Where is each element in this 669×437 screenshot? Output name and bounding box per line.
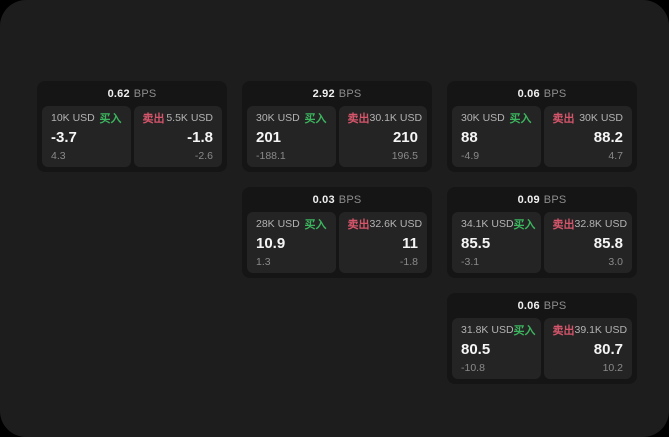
sell-price: 210 (392, 129, 418, 147)
buy-panel[interactable]: 10K USD 买入 -3.7 4.3 (42, 106, 131, 167)
bps-value: 0.06 (517, 87, 540, 100)
buy-panel[interactable]: 30K USD 买入 201 -188.1 (247, 106, 336, 167)
sell-change: 10.2 (602, 361, 623, 374)
bps-unit: BPS (338, 87, 362, 100)
buy-amount: 30K USD (461, 112, 505, 125)
sell-panel[interactable]: 卖出 39.1K USD 80.7 10.2 (543, 318, 632, 379)
sell-price: 85.8 (593, 235, 623, 253)
buy-amount: 31.8K USD (461, 324, 514, 337)
sell-amount: 39.1K USD (574, 324, 628, 337)
sell-side-label: 卖出 (347, 219, 370, 231)
sell-change: 3.0 (608, 255, 623, 268)
bps-unit: BPS (543, 87, 567, 100)
sell-side-label: 卖出 (552, 113, 575, 125)
sell-side-label: 卖出 (142, 113, 165, 125)
sell-side-label: 卖出 (552, 219, 575, 231)
sell-amount: 30K USD (579, 112, 623, 125)
buy-side-label: 买入 (513, 219, 536, 231)
buy-change: -3.1 (461, 255, 480, 268)
buy-panel[interactable]: 34.1K USD 买入 85.5 -3.1 (452, 212, 541, 273)
buy-side-label: 买入 (304, 219, 327, 231)
bps-value: 0.09 (517, 193, 540, 206)
sell-amount: 32.8K USD (574, 218, 628, 231)
buy-change: -10.8 (461, 361, 485, 374)
quote-card: 0.09 BPS 34.1K USD 买入 85.5 -3.1 卖出 32.8K… (447, 187, 637, 278)
sell-change: -1.8 (399, 255, 418, 268)
buy-price: 10.9 (256, 235, 286, 253)
buy-side-label: 买入 (99, 113, 122, 125)
bps-unit: BPS (543, 193, 567, 206)
buy-amount: 10K USD (51, 112, 95, 125)
sell-amount: 5.5K USD (166, 112, 213, 125)
quote-card: 0.06 BPS 30K USD 买入 88 -4.9 卖出 30K USD (447, 81, 637, 172)
bps-header: 0.62 BPS (37, 81, 227, 106)
quote-card-grid: 0.62 BPS 10K USD 买入 -3.7 4.3 卖出 5.5K USD (37, 81, 637, 384)
buy-change: -188.1 (256, 149, 286, 162)
bps-value: 0.62 (107, 87, 130, 100)
buy-price: 80.5 (461, 341, 491, 359)
bps-value: 0.03 (312, 193, 335, 206)
sell-panel[interactable]: 卖出 30K USD 88.2 4.7 (543, 106, 632, 167)
quote-card: 0.62 BPS 10K USD 买入 -3.7 4.3 卖出 5.5K USD (37, 81, 227, 172)
sell-price: 88.2 (593, 129, 623, 147)
sell-panel[interactable]: 卖出 32.8K USD 85.8 3.0 (543, 212, 632, 273)
bps-value: 2.92 (312, 87, 335, 100)
quote-card: 2.92 BPS 30K USD 买入 201 -188.1 卖出 30.1K … (242, 81, 432, 172)
sell-change: 196.5 (391, 149, 418, 162)
buy-panel[interactable]: 28K USD 买入 10.9 1.3 (247, 212, 336, 273)
buy-side-label: 买入 (304, 113, 327, 125)
buy-price: 85.5 (461, 235, 491, 253)
sell-price: 80.7 (593, 341, 623, 359)
sell-amount: 32.6K USD (369, 218, 423, 231)
sell-panel[interactable]: 卖出 5.5K USD -1.8 -2.6 (133, 106, 222, 167)
bps-header: 0.06 BPS (447, 293, 637, 318)
buy-change: 1.3 (256, 255, 271, 268)
buy-price: 201 (256, 129, 282, 147)
sell-price: -1.8 (187, 129, 213, 147)
bps-value: 0.06 (517, 299, 540, 312)
bps-unit: BPS (133, 87, 157, 100)
sell-price: 11 (402, 235, 418, 253)
buy-amount: 30K USD (256, 112, 300, 125)
buy-side-label: 买入 (513, 325, 536, 337)
sell-panel[interactable]: 卖出 32.6K USD 11 -1.8 (338, 212, 427, 273)
bps-unit: BPS (543, 299, 567, 312)
bps-header: 2.92 BPS (242, 81, 432, 106)
buy-amount: 28K USD (256, 218, 300, 231)
sell-side-label: 卖出 (552, 325, 575, 337)
bps-header: 0.06 BPS (447, 81, 637, 106)
sell-panel[interactable]: 卖出 30.1K USD 210 196.5 (338, 106, 427, 167)
sell-amount: 30.1K USD (369, 112, 423, 125)
quote-card: 0.03 BPS 28K USD 买入 10.9 1.3 卖出 32.6K US… (242, 187, 432, 278)
sell-change: -2.6 (194, 149, 213, 162)
buy-change: 4.3 (51, 149, 66, 162)
sell-side-label: 卖出 (347, 113, 370, 125)
quote-card: 0.06 BPS 31.8K USD 买入 80.5 -10.8 卖出 39.1… (447, 293, 637, 384)
buy-change: -4.9 (461, 149, 480, 162)
bps-header: 0.03 BPS (242, 187, 432, 212)
buy-side-label: 买入 (509, 113, 532, 125)
buy-price: -3.7 (51, 129, 77, 147)
sell-change: 4.7 (608, 149, 623, 162)
bps-unit: BPS (338, 193, 362, 206)
bps-header: 0.09 BPS (447, 187, 637, 212)
buy-panel[interactable]: 30K USD 买入 88 -4.9 (452, 106, 541, 167)
buy-amount: 34.1K USD (461, 218, 514, 231)
buy-panel[interactable]: 31.8K USD 买入 80.5 -10.8 (452, 318, 541, 379)
buy-price: 88 (461, 129, 478, 147)
